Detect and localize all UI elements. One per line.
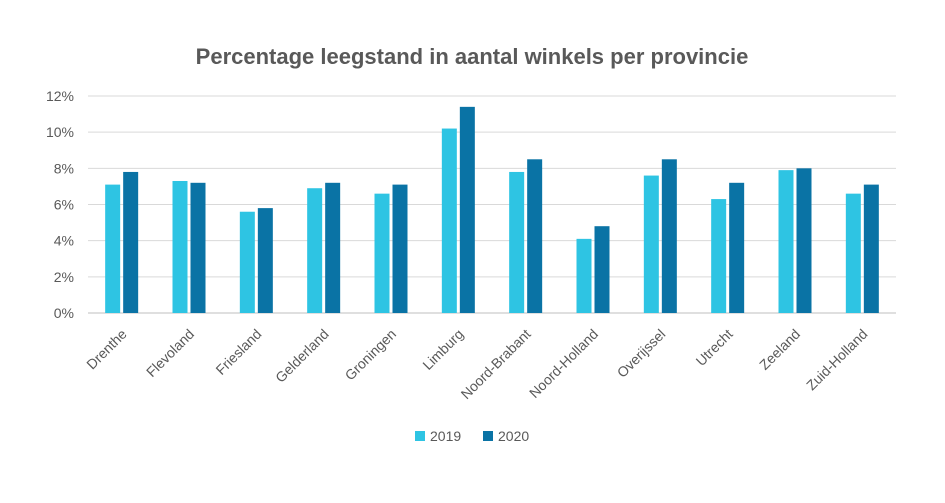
bar-2020-drenthe <box>123 171 139 313</box>
x-tick-label: Zeeland <box>756 326 803 373</box>
bar-2019-groningen <box>374 193 390 313</box>
x-tick-label: Gelderland <box>272 326 332 386</box>
x-tick-label: Flevoland <box>143 326 197 380</box>
bar-2020-noord-holland <box>594 226 610 313</box>
bar-2020-gelderland <box>325 182 341 313</box>
bar-2020-flevoland <box>190 182 206 313</box>
bar-2020-limburg <box>459 106 475 313</box>
bar-2019-zeeland <box>778 170 794 313</box>
bar-2020-friesland <box>257 208 273 313</box>
x-tick-label: Friesland <box>212 326 264 378</box>
bar-2019-flevoland <box>172 180 188 313</box>
bar-2019-limburg <box>441 128 457 313</box>
bar-2019-noord-brabant <box>509 171 525 313</box>
bar-2020-noord-brabant <box>527 159 543 313</box>
legend-label-2020: 2020 <box>498 428 529 444</box>
bar-2020-utrecht <box>729 182 745 313</box>
bar-2020-overijssel <box>661 159 677 313</box>
bar-2019-utrecht <box>711 199 727 313</box>
x-tick-label: Zuid-Holland <box>803 326 870 393</box>
bar-2020-zuid-holland <box>863 184 879 313</box>
y-tick-label: 4% <box>54 233 74 249</box>
y-tick-label: 2% <box>54 269 74 285</box>
y-tick-label: 8% <box>54 160 74 176</box>
x-tick-label: Overijssel <box>614 326 669 381</box>
legend: 2019 2020 <box>415 428 529 444</box>
x-tick-label: Drenthe <box>83 326 130 373</box>
y-tick-label: 6% <box>54 197 74 213</box>
bar-2019-drenthe <box>105 184 121 313</box>
bar-2019-friesland <box>239 211 255 313</box>
chart-title: Percentage leegstand in aantal winkels p… <box>196 44 749 69</box>
y-tick-label: 12% <box>46 88 74 104</box>
x-tick-label: Groningen <box>342 326 400 384</box>
y-tick-label: 0% <box>54 305 74 321</box>
x-tick-label: Utrecht <box>693 326 736 369</box>
bar-2019-gelderland <box>307 188 323 313</box>
x-tick-label: Noord-Brabant <box>458 326 534 402</box>
x-axis: Drenthe Flevoland Friesland Gelderland Groni… <box>83 326 870 402</box>
bars <box>105 106 879 313</box>
x-tick-label: Noord-Holland <box>526 326 601 401</box>
legend-swatch-2019 <box>415 431 425 441</box>
bar-2019-overijssel <box>643 175 659 313</box>
bar-2020-zeeland <box>796 168 812 313</box>
bar-2020-groningen <box>392 184 408 313</box>
bar-2019-noord-holland <box>576 238 592 313</box>
legend-swatch-2020 <box>483 431 493 441</box>
x-tick-label: Limburg <box>419 326 466 373</box>
y-tick-label: 10% <box>46 124 74 140</box>
bar-2019-zuid-holland <box>845 193 861 313</box>
legend-label-2019: 2019 <box>430 428 461 444</box>
y-axis: 0% 2% 4% 6% 8% 10% 12% <box>46 88 74 321</box>
gridlines <box>88 95 896 314</box>
